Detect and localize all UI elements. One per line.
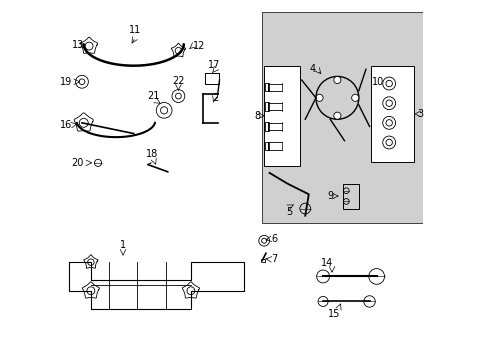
Text: 16: 16 xyxy=(60,120,72,130)
Text: 3: 3 xyxy=(417,109,423,119)
Text: 10: 10 xyxy=(371,77,384,87)
Text: 6: 6 xyxy=(271,234,277,244)
Bar xyxy=(264,142,268,150)
Text: 19: 19 xyxy=(60,77,72,87)
Bar xyxy=(264,83,268,91)
Text: 18: 18 xyxy=(145,149,158,159)
Bar xyxy=(205,73,219,84)
Text: 8: 8 xyxy=(254,111,260,121)
Text: 15: 15 xyxy=(327,309,339,319)
Text: 5: 5 xyxy=(285,207,292,217)
Text: 9: 9 xyxy=(326,191,332,201)
Text: 1: 1 xyxy=(120,240,126,249)
Circle shape xyxy=(333,112,340,119)
Text: 12: 12 xyxy=(192,41,204,51)
Text: 17: 17 xyxy=(207,60,220,70)
Text: 14: 14 xyxy=(320,257,332,267)
Bar xyxy=(264,103,268,111)
Text: 20: 20 xyxy=(71,158,83,168)
Bar xyxy=(262,12,422,223)
Text: 7: 7 xyxy=(271,254,277,264)
Bar xyxy=(261,259,264,262)
Text: 22: 22 xyxy=(172,76,184,86)
Text: 21: 21 xyxy=(147,91,159,102)
Text: 11: 11 xyxy=(129,25,142,35)
Bar xyxy=(264,66,299,166)
Circle shape xyxy=(351,94,358,102)
Text: 2: 2 xyxy=(212,93,218,103)
Bar xyxy=(342,184,358,208)
Bar xyxy=(370,66,413,162)
Text: 4: 4 xyxy=(309,64,315,74)
Bar xyxy=(264,122,268,131)
Circle shape xyxy=(315,94,323,102)
Circle shape xyxy=(333,76,340,84)
Text: 13: 13 xyxy=(72,40,84,50)
